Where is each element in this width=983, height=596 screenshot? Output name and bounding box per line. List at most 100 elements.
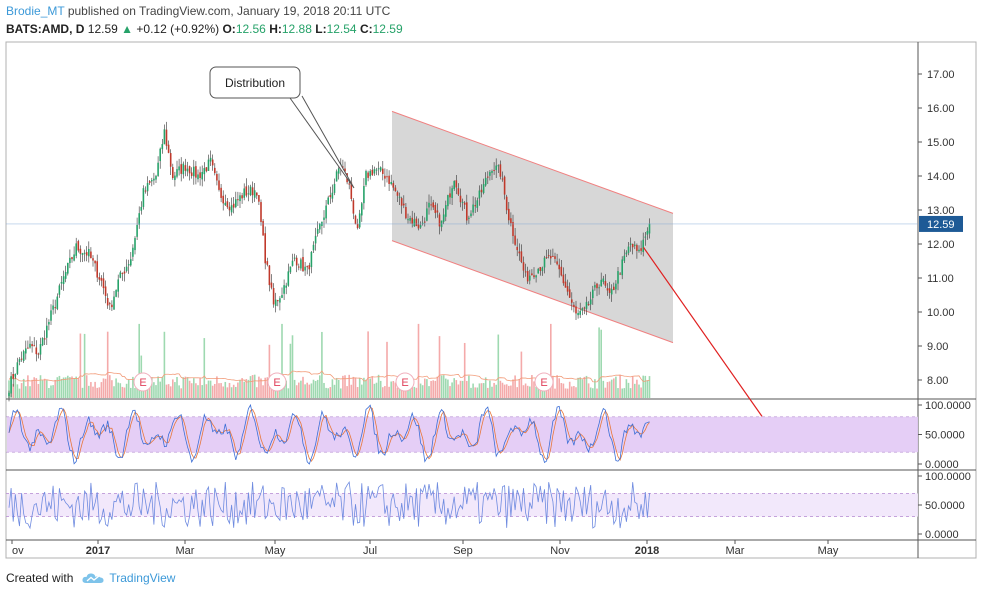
- volume-bar: [419, 383, 422, 398]
- earnings-marker[interactable]: E: [267, 372, 287, 392]
- volume-bar: [172, 379, 174, 398]
- candle-body: [209, 157, 212, 162]
- volume-bar: [79, 333, 82, 398]
- candle-body: [369, 170, 371, 177]
- candle-body: [573, 304, 575, 307]
- time-tick-label: May: [818, 545, 839, 557]
- candle-body: [232, 203, 235, 208]
- candle-body: [648, 223, 651, 234]
- candle-body: [413, 219, 416, 227]
- volume-bar: [329, 387, 332, 398]
- candle-body: [638, 249, 640, 252]
- volume-bar: [426, 379, 428, 398]
- candle-body: [314, 235, 317, 244]
- candle-body: [113, 296, 115, 310]
- volume-bar: [520, 351, 523, 398]
- candle-body: [636, 245, 638, 251]
- distribution-callout[interactable]: Distribution: [209, 66, 355, 189]
- volume-bar: [73, 378, 75, 398]
- candle-body: [29, 343, 31, 348]
- close-value: 12.59: [372, 22, 403, 36]
- volume-bar: [579, 377, 581, 398]
- volume-bar: [476, 387, 479, 398]
- candle-body: [222, 195, 224, 204]
- volume-bar: [306, 382, 308, 398]
- candle-body: [589, 299, 592, 305]
- candle-body: [472, 204, 474, 213]
- earnings-marker[interactable]: E: [133, 372, 153, 392]
- candle-body: [123, 271, 126, 274]
- candle-body: [552, 255, 554, 257]
- volume-bar: [459, 380, 462, 398]
- volume-bar: [625, 379, 628, 398]
- volume-bar: [636, 379, 638, 398]
- oscillator-tick-label: 50.0000: [925, 430, 965, 442]
- earnings-marker[interactable]: E: [395, 372, 415, 392]
- volume-bar: [392, 381, 395, 398]
- channel-upper-line: [391, 110, 674, 214]
- open-label: O:: [222, 22, 236, 36]
- volume-bar: [226, 387, 229, 398]
- volume-bar: [220, 383, 222, 398]
- candle-body: [445, 205, 447, 217]
- candle-body: [285, 285, 287, 288]
- candle-body: [312, 244, 315, 251]
- volume-bar: [41, 380, 44, 398]
- volume-bar: [600, 329, 602, 398]
- volume-bar: [48, 388, 50, 398]
- candle-body: [94, 260, 96, 264]
- volume-bar: [115, 378, 117, 398]
- candle-body: [247, 193, 250, 195]
- earnings-marker-label: E: [401, 377, 408, 389]
- volume-bar: [144, 388, 147, 398]
- candle-body: [249, 186, 252, 196]
- volume-bar: [92, 386, 94, 398]
- candle-body: [104, 286, 107, 296]
- volume-bar: [77, 378, 80, 398]
- candle-body: [88, 248, 90, 257]
- earnings-marker-circle: [133, 372, 153, 392]
- candle-body: [587, 304, 590, 306]
- candle-body: [69, 257, 71, 264]
- volume-bar: [22, 378, 25, 398]
- candle-body: [92, 258, 94, 261]
- volume-bar: [440, 375, 443, 398]
- volume-bar: [457, 384, 460, 398]
- volume-bar: [56, 377, 59, 398]
- author-link[interactable]: Brodie_MT: [6, 4, 65, 18]
- tradingview-link[interactable]: TradingView: [109, 571, 176, 585]
- candle-body: [526, 271, 529, 282]
- price-tick-label: 15.00: [927, 137, 955, 149]
- candle-body: [239, 195, 241, 202]
- volume-bar: [245, 379, 248, 398]
- candle-body: [308, 265, 311, 270]
- candle-body: [50, 310, 52, 321]
- time-tick-label: Sep: [453, 545, 473, 557]
- candle-body: [348, 183, 350, 185]
- candle-body: [127, 264, 130, 266]
- volume-bar: [533, 381, 535, 398]
- volume-bar: [113, 386, 115, 398]
- published-text: published on TradingView.com, January 19…: [67, 4, 391, 18]
- volume-bar: [174, 382, 176, 398]
- volume-bar: [71, 376, 73, 398]
- earnings-marker[interactable]: E: [534, 372, 554, 392]
- volume-bar: [186, 377, 189, 398]
- candle-body: [161, 144, 164, 150]
- volume-bar: [623, 388, 626, 398]
- volume-bar: [442, 375, 445, 398]
- candle-body: [575, 306, 577, 314]
- volume-bar: [98, 387, 101, 398]
- candle-body: [482, 184, 485, 193]
- candle-body: [564, 281, 567, 288]
- candle-body: [256, 192, 258, 196]
- oscillator-tick-label: 100.0000: [925, 400, 971, 412]
- volume-bar: [298, 382, 300, 398]
- candle-body: [169, 153, 172, 167]
- price-tick-label: 14.00: [927, 171, 955, 183]
- price-tick-label: 17.00: [927, 69, 955, 81]
- candle-body: [468, 217, 470, 219]
- volume-bar: [228, 382, 231, 398]
- volume-bar: [566, 388, 569, 398]
